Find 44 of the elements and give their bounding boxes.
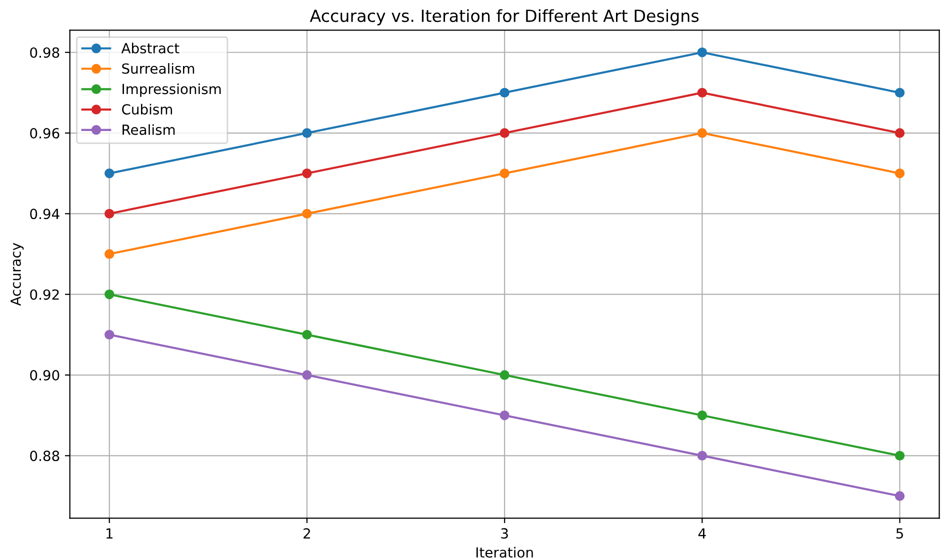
y-tick-label: 0.96 (30, 128, 60, 139)
legend-label: Abstract (121, 42, 180, 54)
point (302, 168, 312, 178)
point (894, 491, 905, 501)
y-tick-label: 0.88 (30, 450, 60, 462)
point (500, 128, 510, 138)
point (894, 168, 905, 178)
point (500, 370, 510, 380)
point (697, 48, 708, 58)
x-axis-title: Iteration (476, 546, 533, 558)
point (104, 208, 114, 219)
y-axis-title: Accuracy (10, 242, 24, 306)
legend-label: Impressionism (122, 83, 221, 97)
point (104, 249, 114, 259)
y-tick-label: 0.94 (30, 208, 60, 220)
chart-title: Accuracy vs. Iteration for Different Art Designs (310, 9, 699, 26)
legend-label: Surrealism (122, 63, 194, 74)
point (104, 168, 114, 178)
legend-label: Realism (122, 124, 175, 135)
point (697, 88, 708, 98)
x-tick-label: 3 (501, 528, 508, 539)
x-tick-label: 4 (698, 528, 706, 538)
y-tick-label: 0.90 (30, 370, 60, 380)
x-tick-label: 5 (896, 528, 903, 539)
point (697, 450, 708, 461)
point (697, 128, 708, 138)
x-tick-label: 2 (304, 528, 310, 538)
point (104, 289, 114, 300)
point (894, 128, 905, 138)
point (500, 168, 510, 178)
point (500, 410, 510, 420)
point (894, 88, 905, 98)
point (500, 88, 510, 98)
point (302, 370, 312, 380)
point (894, 450, 905, 461)
point (697, 410, 708, 420)
y-tick-label: 0.92 (30, 289, 59, 300)
point (302, 208, 312, 219)
point (302, 128, 312, 138)
legend-label: Cubism (122, 104, 172, 115)
x-tick-label: 1 (106, 528, 113, 538)
point (104, 330, 114, 340)
y-tick-label: 0.98 (30, 47, 60, 58)
point (302, 330, 312, 340)
